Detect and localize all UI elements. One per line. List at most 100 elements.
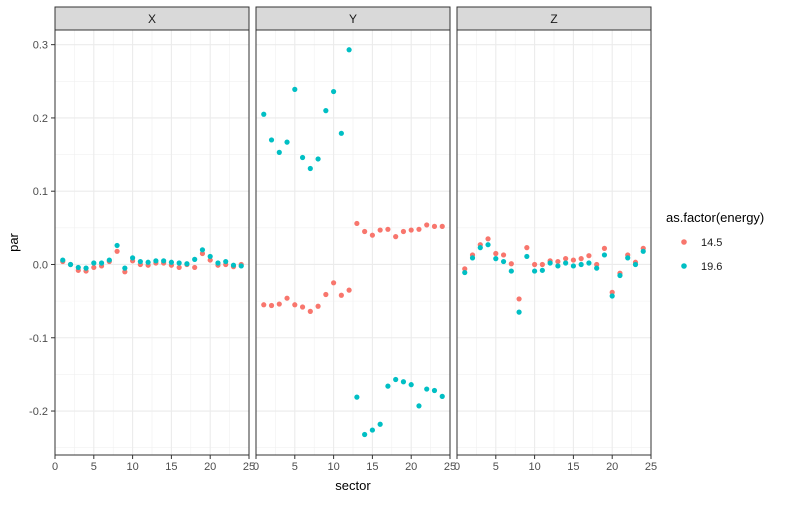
data-point-Z-14_5-1 <box>462 266 468 272</box>
x-tick-label: 20 <box>405 461 417 473</box>
data-point-Z-19_6-2 <box>469 255 476 261</box>
x-tick-label: 5 <box>292 461 298 473</box>
y-tick-label: 0.3 <box>33 40 48 52</box>
x-tick-label: 20 <box>204 461 216 473</box>
data-point-Z-14_5-6 <box>500 252 507 258</box>
data-point-Y-14_5-10 <box>331 280 337 286</box>
x-tick-label: 5 <box>91 461 97 473</box>
data-point-Y-14_5-14 <box>362 228 368 235</box>
data-point-Z-19_6-5 <box>493 256 499 262</box>
panel-border-Y <box>255 29 451 456</box>
data-point-Z-14_5-5 <box>493 250 499 257</box>
data-point-Y-19_6-4 <box>284 139 290 145</box>
data-point-Z-19_6-7 <box>508 268 514 274</box>
data-point-Y-14_5-1 <box>261 302 267 308</box>
data-point-Z-19_6-24 <box>640 248 646 254</box>
data-point-Y-19_6-20 <box>408 382 414 388</box>
legend-title: as.factor(energy) <box>666 210 764 225</box>
data-point-Y-14_5-11 <box>338 292 344 298</box>
data-point-Y-19_6-24 <box>439 393 445 399</box>
data-point-Y-19_6-21 <box>416 403 422 409</box>
data-point-X-14_5-8 <box>114 248 120 254</box>
data-point-Z-19_6-15 <box>570 263 577 269</box>
data-point-Y-19_6-3 <box>276 149 282 155</box>
data-point-Z-19_6-4 <box>485 242 491 248</box>
facet-strip-label-X: X <box>148 12 156 26</box>
data-point-Y-19_6-17 <box>385 383 391 389</box>
data-point-Y-19_6-15 <box>369 427 375 433</box>
y-tick-label: 0.2 <box>33 113 48 125</box>
data-point-Z-14_5-16 <box>578 256 584 262</box>
data-point-Y-14_5-9 <box>323 291 329 298</box>
data-point-Z-19_6-23 <box>632 261 639 268</box>
data-point-Y-14_5-17 <box>385 226 391 232</box>
data-point-Y-19_6-7 <box>307 165 313 172</box>
data-point-Y-19_6-22 <box>424 386 430 392</box>
data-point-Y-14_5-20 <box>408 227 414 233</box>
data-point-Y-14_5-21 <box>416 226 422 232</box>
data-point-Y-14_5-13 <box>354 220 360 227</box>
data-point-X-19_6-8 <box>114 242 120 249</box>
legend-label-19_6: 19.6 <box>701 261 722 273</box>
data-point-Y-14_5-3 <box>276 301 282 307</box>
data-point-Y-14_5-24 <box>439 223 445 229</box>
data-point-Y-14_5-8 <box>315 303 321 309</box>
facet-strip-label-Y: Y <box>349 12 357 26</box>
y-tick-label: -0.1 <box>29 333 48 345</box>
data-point-Z-19_6-10 <box>532 268 538 274</box>
data-point-Z-14_5-20 <box>609 289 615 295</box>
data-point-X-14_5-16 <box>176 264 182 271</box>
y-tick-label: -0.2 <box>29 406 48 418</box>
data-point-Z-19_6-20 <box>609 293 615 299</box>
data-point-Z-19_6-1 <box>462 269 468 276</box>
legend-key-19_6 <box>681 263 687 269</box>
data-point-X-19_6-7 <box>106 257 112 263</box>
data-point-Y-14_5-6 <box>299 304 306 310</box>
x-tick-label: 0 <box>52 461 58 473</box>
data-point-Y-14_5-2 <box>268 302 275 309</box>
data-point-Y-14_5-19 <box>400 228 407 235</box>
data-point-X-14_5-5 <box>91 264 97 271</box>
data-point-X-19_6-12 <box>145 259 151 265</box>
data-point-Y-14_5-23 <box>431 223 438 229</box>
data-point-Z-19_6-22 <box>625 255 631 261</box>
x-tick-label: 15 <box>165 461 177 473</box>
data-point-X-19_6-1 <box>60 257 66 263</box>
data-point-X-19_6-23 <box>230 262 237 268</box>
data-point-X-19_6-2 <box>67 261 74 268</box>
x-tick-label: 5 <box>493 461 499 473</box>
data-point-Y-14_5-18 <box>393 234 399 240</box>
data-point-X-19_6-5 <box>91 260 97 266</box>
data-point-Y-19_6-16 <box>377 421 383 427</box>
facet-strip-label-Z: Z <box>550 12 557 26</box>
data-point-Z-19_6-11 <box>539 267 545 273</box>
data-point-X-19_6-9 <box>122 265 128 271</box>
y-tick-label: 0.1 <box>33 186 48 198</box>
data-point-Z-19_6-9 <box>524 253 530 260</box>
data-point-Y-19_6-5 <box>292 86 298 92</box>
data-point-Y-14_5-22 <box>424 222 430 228</box>
data-point-X-19_6-13 <box>153 258 159 264</box>
data-point-Z-19_6-8 <box>516 309 522 315</box>
data-point-Z-14_5-19 <box>601 245 608 251</box>
x-axis-title: sector <box>335 478 371 493</box>
x-tick-label: 10 <box>126 461 138 473</box>
data-point-Y-19_6-12 <box>346 47 352 53</box>
legend-label-14_5: 14.5 <box>701 237 722 249</box>
data-point-Y-14_5-15 <box>369 232 375 238</box>
y-tick-label: 0.0 <box>33 259 48 271</box>
data-point-Y-19_6-6 <box>299 154 306 161</box>
data-point-Y-19_6-14 <box>362 431 368 438</box>
data-point-Y-14_5-12 <box>346 287 352 293</box>
data-point-Y-14_5-5 <box>292 302 298 308</box>
data-point-Y-19_6-8 <box>315 156 321 162</box>
data-point-X-19_6-4 <box>83 265 89 271</box>
legend-key-14_5 <box>681 239 687 245</box>
x-tick-label: 10 <box>528 461 540 473</box>
data-point-X-19_6-21 <box>215 260 221 266</box>
data-point-Z-19_6-3 <box>477 245 483 251</box>
x-tick-label: 20 <box>606 461 618 473</box>
data-point-Z-19_6-17 <box>586 260 592 266</box>
data-point-Z-14_5-11 <box>539 261 545 268</box>
